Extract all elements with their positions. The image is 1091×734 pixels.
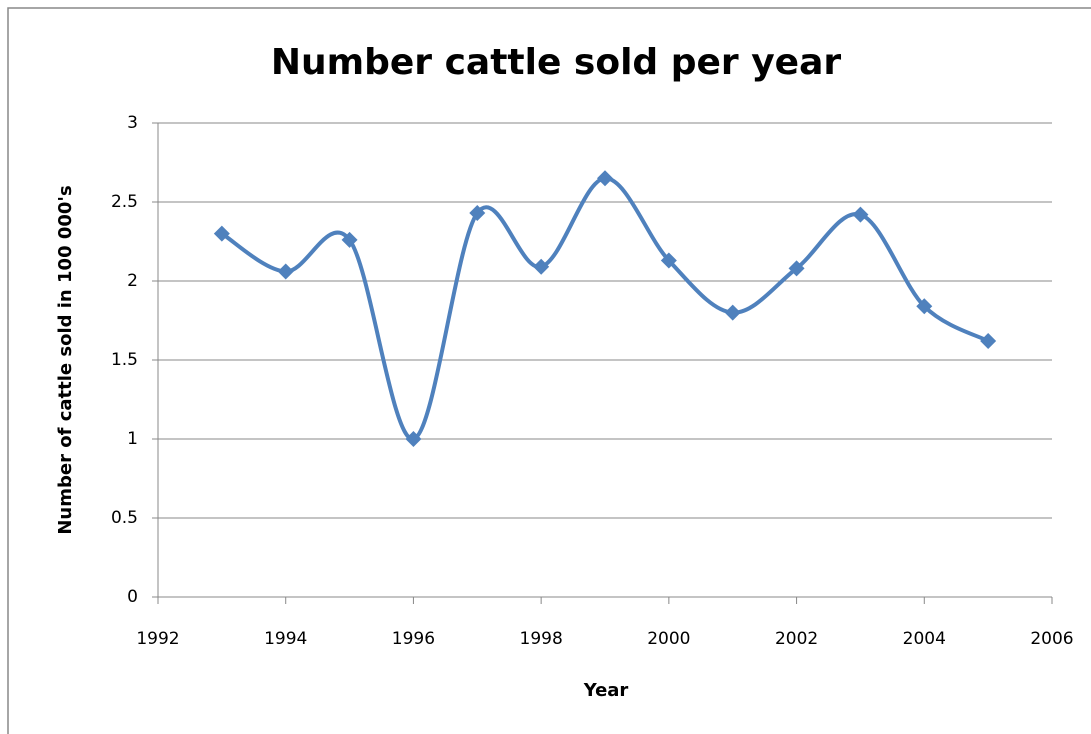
data-point	[277, 263, 294, 280]
x-tick-label: 1994	[264, 629, 307, 649]
data-point	[213, 225, 230, 242]
x-tick-label: 2000	[647, 629, 690, 649]
data-point	[916, 298, 933, 315]
data-point	[341, 231, 358, 248]
y-tick-label: 2	[127, 271, 138, 291]
data-point	[788, 260, 805, 277]
data-point	[405, 431, 422, 447]
x-tick-label: 2006	[1030, 629, 1073, 649]
y-tick-label: 1.5	[111, 350, 138, 370]
y-tick-label: 0	[127, 587, 138, 607]
y-tick-label: 1	[127, 429, 138, 449]
x-tick-label: 1998	[520, 629, 563, 649]
y-axis-label: Number of cattle sold in 100 000's	[55, 185, 76, 534]
x-tick-label: 2004	[903, 629, 946, 649]
data-point	[469, 205, 486, 222]
y-tick-label: 0.5	[111, 508, 138, 528]
data-point	[724, 304, 741, 321]
y-tick-label: 3	[127, 113, 138, 133]
chart-frame	[7, 7, 1091, 734]
x-tick-label: 2002	[775, 629, 818, 649]
data-point	[597, 170, 613, 187]
data-point	[660, 252, 677, 269]
data-point	[533, 258, 550, 275]
data-line	[220, 176, 990, 441]
x-tick-label: 1992	[136, 629, 179, 649]
data-point	[980, 333, 997, 350]
y-tick-label: 2.5	[111, 192, 138, 212]
data-point	[852, 206, 869, 223]
chart-title: Number cattle sold per year	[271, 42, 842, 83]
x-tick-label: 1996	[392, 629, 435, 649]
x-axis-label: Year	[583, 680, 629, 701]
